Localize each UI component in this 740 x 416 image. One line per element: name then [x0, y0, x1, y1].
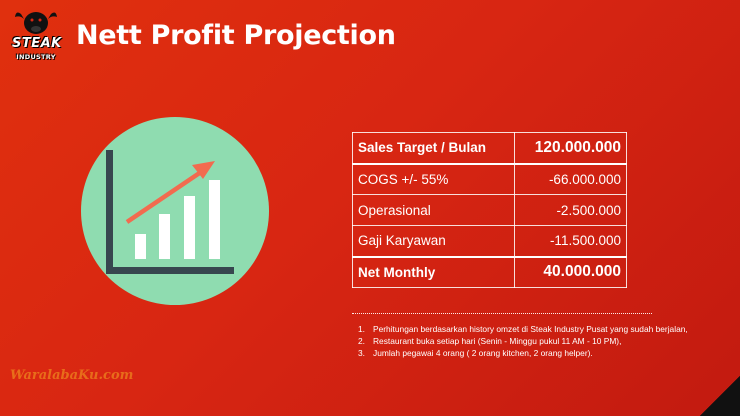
note-item: 1. Perhitungan berdasarkan history omzet… [358, 323, 698, 335]
growth-chart-icon [81, 117, 269, 305]
corner-fold [700, 376, 740, 416]
row-value: 40.000.000 [514, 255, 627, 288]
row-value: -2.500.000 [514, 194, 627, 226]
note-text: Jumlah pegawai 4 orang ( 2 orang kitchen… [373, 348, 593, 359]
logo-text-line2: INDUSTRY [16, 53, 56, 61]
x-axis-line [106, 267, 234, 274]
note-number: 1. [358, 324, 365, 334]
note-number: 3. [358, 348, 365, 359]
table-row-total: Net Monthly 40.000.000 [352, 255, 627, 288]
logo-text-line1: STEAK [12, 36, 62, 51]
note-item: 2. Restaurant buka setiap hari (Senin - … [358, 335, 698, 347]
table-row: Operasional -2.500.000 [352, 194, 627, 226]
trend-arrow-head [192, 161, 215, 179]
brand-logo: STEAK INDUSTRY [12, 8, 62, 66]
note-text: Perhitungan berdasarkan history omzet di… [373, 324, 688, 334]
bull-head-icon [15, 12, 57, 34]
row-label: Gaji Karyawan [352, 225, 515, 257]
table-row: COGS +/- 55% -66.000.000 [352, 163, 627, 195]
illustration-circle [81, 117, 269, 305]
note-text: Restaurant buka setiap hari (Senin - Min… [373, 336, 622, 347]
row-label: Sales Target / Bulan [352, 132, 515, 165]
bar-1 [135, 234, 146, 259]
row-label: COGS +/- 55% [352, 163, 515, 195]
bar-3 [184, 196, 195, 259]
table-row: Gaji Karyawan -11.500.000 [352, 225, 627, 257]
trend-arrow-shaft [125, 170, 203, 224]
profit-table: Sales Target / Bulan 120.000.000 COGS +/… [352, 132, 627, 288]
divider [352, 313, 652, 314]
row-value: -66.000.000 [514, 163, 627, 195]
row-label: Operasional [352, 194, 515, 226]
row-value: -11.500.000 [514, 225, 627, 257]
note-item: 3. Jumlah pegawai 4 orang ( 2 orang kitc… [358, 347, 698, 359]
bar-4 [209, 180, 220, 259]
notes-list: 1. Perhitungan berdasarkan history omzet… [358, 323, 698, 360]
watermark: WaralabaKu.com [10, 368, 134, 383]
y-axis-line [106, 150, 113, 274]
row-value: 120.000.000 [514, 132, 627, 165]
row-label: Net Monthly [352, 255, 515, 288]
bar-2 [159, 214, 170, 259]
note-number: 2. [358, 336, 365, 347]
table-row: Sales Target / Bulan 120.000.000 [352, 132, 627, 165]
page-title: Nett Profit Projection [76, 20, 396, 51]
